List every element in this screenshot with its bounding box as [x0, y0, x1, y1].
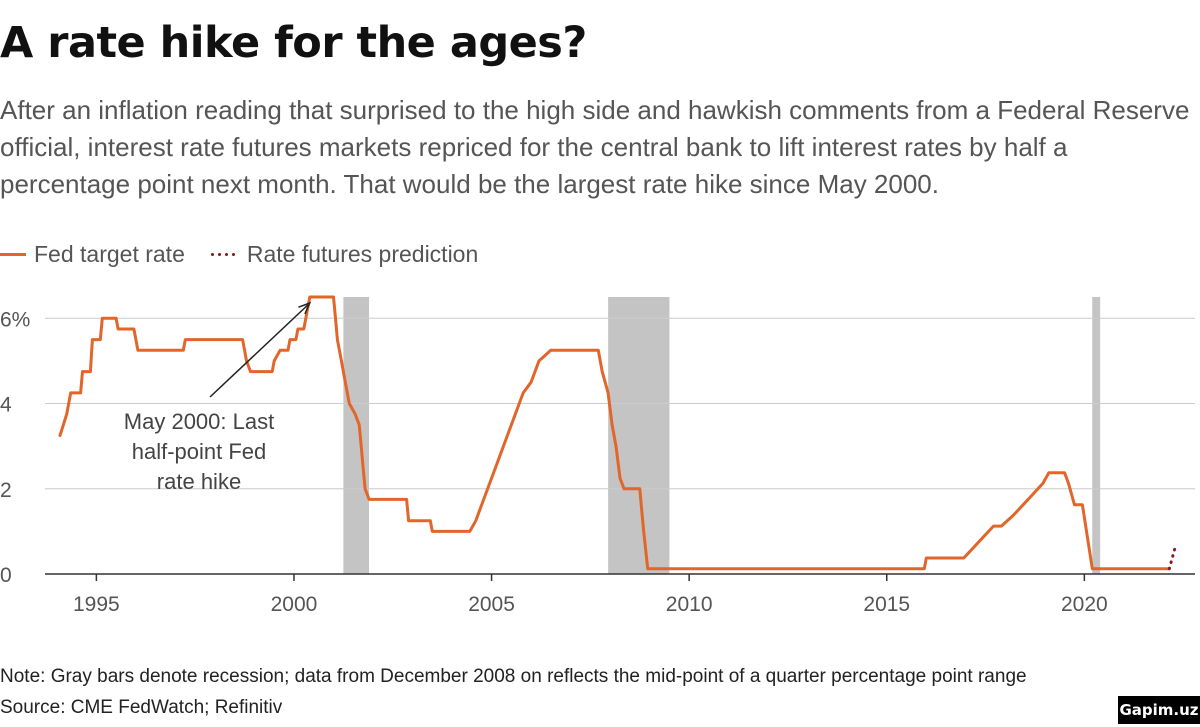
- legend-label-fed-target-rate: Fed target rate: [34, 241, 185, 267]
- annotation-arrowhead: [298, 301, 312, 315]
- series-lines: [58, 295, 1177, 571]
- x-axis: 1995 2000 2005 2010 2015 2020: [45, 573, 1195, 616]
- x-tick-label-1995: 1995: [73, 593, 120, 616]
- y-tick-label-6: 6%: [0, 308, 30, 331]
- x-tick-label-2010: 2010: [666, 593, 713, 616]
- annotation-arrow-line: [209, 304, 309, 398]
- annotation-text-line-3: rate hike: [157, 469, 241, 494]
- recession-bar-3: [1092, 297, 1101, 574]
- series-line-fed-target-rate: [58, 295, 1171, 571]
- chart-source: Source: CME FedWatch; Refinitiv: [0, 697, 283, 718]
- x-tick-label-2005: 2005: [468, 593, 515, 616]
- y-tick-label-2: 2: [0, 479, 12, 502]
- legend: Fed target rate Rate futures prediction: [0, 241, 478, 268]
- annotation-text-line-2: half-point Fed: [132, 439, 267, 464]
- series-line-rate-futures-prediction: [1167, 545, 1177, 571]
- watermark-badge: Gapim.uz: [1118, 696, 1200, 724]
- x-tick-label-2020: 2020: [1061, 593, 1108, 616]
- annotation: May 2000: Last half-point Fed rate hike: [124, 301, 312, 494]
- gridlines: 0 2 4 6%: [0, 308, 1195, 587]
- recession-bar-1: [343, 297, 370, 574]
- legend-label-rate-futures-prediction: Rate futures prediction: [246, 241, 479, 267]
- recession-bars: [343, 297, 1101, 574]
- y-tick-label-4: 4: [0, 394, 12, 417]
- chart-note: Note: Gray bars denote recession; data f…: [0, 666, 1027, 687]
- legend-swatch-rate-futures-prediction: [208, 253, 239, 256]
- line-chart: 0 2 4 6% 1995 2000 2005 2010 2015 2020 May 2000:…: [0, 295, 1195, 616]
- chart-title: A rate hike for the ages?: [0, 18, 587, 68]
- x-tick-label-2015: 2015: [863, 593, 910, 616]
- x-tick-label-2000: 2000: [271, 593, 318, 616]
- recession-bar-2: [608, 297, 670, 574]
- chart-subtitle: After an inflation reading that surprise…: [0, 95, 1190, 199]
- y-tick-label-0: 0: [0, 564, 12, 587]
- legend-swatch-fed-target-rate: [0, 253, 26, 256]
- annotation-text-line-1: May 2000: Last: [124, 409, 274, 434]
